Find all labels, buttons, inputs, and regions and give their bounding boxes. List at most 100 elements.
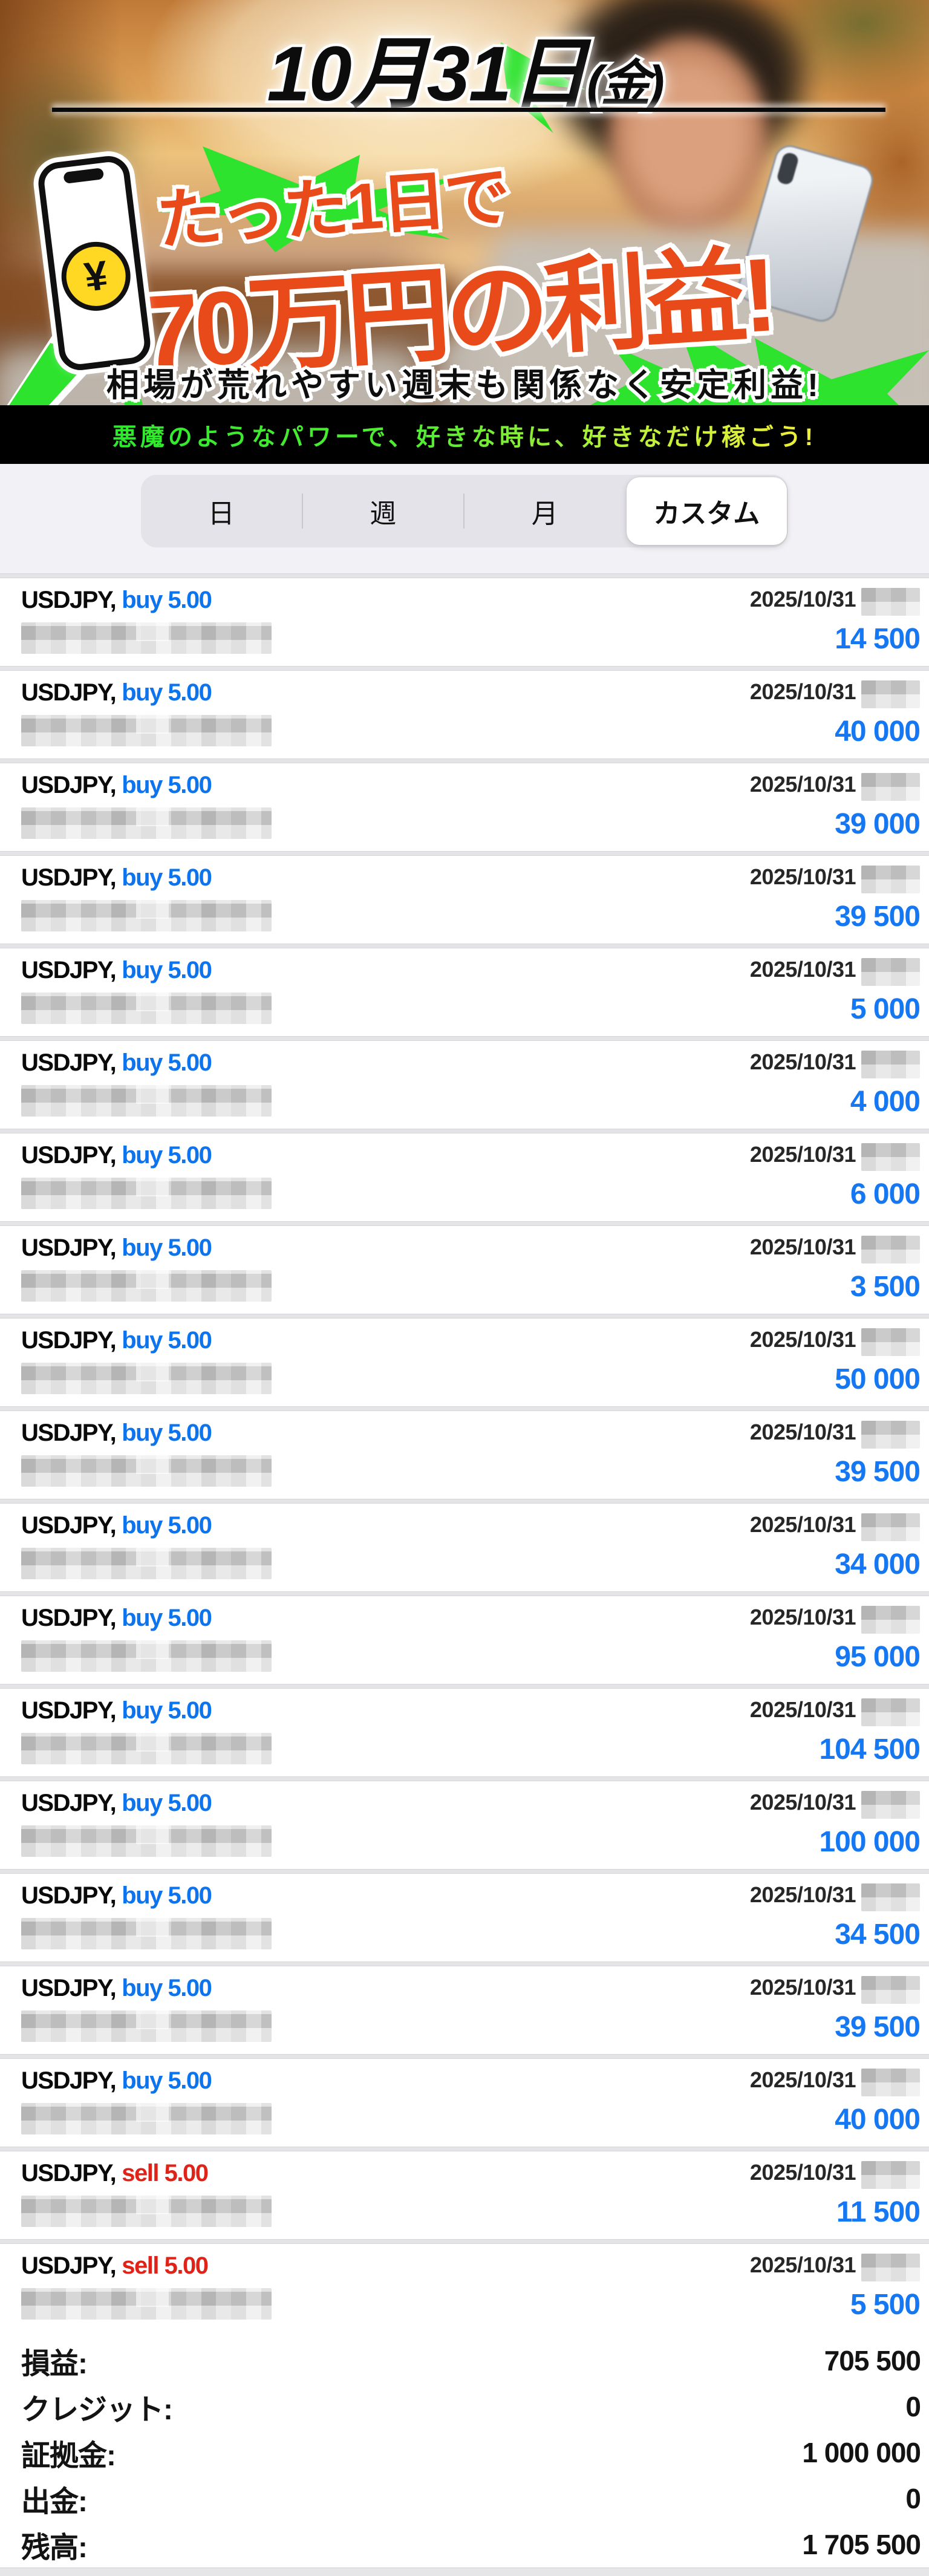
- trade-symbol: USDJPY,: [21, 1512, 117, 1539]
- row-separator: [0, 573, 929, 578]
- trade-symbol: USDJPY,: [21, 1697, 117, 1724]
- row-separator: [0, 1036, 929, 1041]
- table-row[interactable]: USDJPY, buy 5.00 2025/10/31 39 500: [0, 1966, 929, 2054]
- summary-label: クレジット:: [21, 2394, 173, 2426]
- table-row[interactable]: USDJPY, buy 5.00 2025/10/31 3 500: [0, 1226, 929, 1314]
- censored-time-mosaic: [861, 1328, 920, 1356]
- segment-divider: [301, 494, 303, 529]
- row-separator: [0, 2147, 929, 2151]
- censored-time-mosaic: [861, 1421, 920, 1449]
- trade-profit: 95 000: [835, 1641, 921, 1673]
- trade-close-date: 2025/10/31: [749, 1697, 856, 1722]
- table-row[interactable]: USDJPY, buy 5.00 2025/10/31 5 000: [0, 948, 929, 1036]
- censored-prices-mosaic: [21, 2103, 272, 2134]
- censored-prices-mosaic: [21, 1270, 272, 1302]
- trade-side-volume: buy 5.00: [122, 1512, 212, 1539]
- table-row[interactable]: USDJPY, buy 5.00 2025/10/31 39 000: [0, 763, 929, 851]
- trade-close-date: 2025/10/31: [749, 1142, 856, 1167]
- censored-time-mosaic: [861, 958, 920, 986]
- table-row[interactable]: USDJPY, buy 5.00 2025/10/31 6 000: [0, 1133, 929, 1221]
- trade-close-date: 2025/10/31: [749, 1605, 856, 1629]
- row-separator: [0, 1221, 929, 1226]
- trade-symbol: USDJPY,: [21, 1605, 117, 1631]
- table-row[interactable]: USDJPY, buy 5.00 2025/10/31 4 000: [0, 1041, 929, 1129]
- row-separator: [0, 758, 929, 763]
- table-row[interactable]: USDJPY, buy 5.00 2025/10/31 40 000: [0, 2059, 929, 2147]
- table-row[interactable]: USDJPY, sell 5.00 2025/10/31 5 500: [0, 2244, 929, 2332]
- date-heading: 10月31日(金): [264, 28, 668, 120]
- table-row[interactable]: USDJPY, buy 5.00 2025/10/31 14 500: [0, 578, 929, 666]
- censored-time-mosaic: [861, 2254, 920, 2281]
- table-row[interactable]: USDJPY, buy 5.00 2025/10/31 40 000: [0, 671, 929, 758]
- summary-value: 705 500: [824, 2345, 921, 2376]
- trade-symbol: USDJPY,: [21, 957, 117, 983]
- woman-face: [608, 36, 768, 236]
- censored-prices-mosaic: [21, 2288, 272, 2320]
- weekday-suffix: (金): [584, 54, 668, 114]
- trade-profit: 14 500: [835, 623, 921, 655]
- trade-close-date: 2025/10/31: [749, 679, 856, 704]
- summary-row-balance: 残高: 1 705 500: [0, 2522, 929, 2568]
- tab-week[interactable]: 週: [370, 499, 397, 529]
- censored-prices-mosaic: [21, 1918, 272, 1949]
- trade-symbol: USDJPY,: [21, 587, 117, 613]
- trade-side-volume: buy 5.00: [122, 1882, 212, 1909]
- censored-time-mosaic: [861, 1051, 920, 1078]
- censored-time-mosaic: [861, 866, 920, 893]
- table-row[interactable]: USDJPY, buy 5.00 2025/10/31 39 500: [0, 1411, 929, 1499]
- summary-label: 出金:: [21, 2486, 88, 2518]
- trade-profit: 34 000: [835, 1548, 921, 1580]
- censored-time-mosaic: [861, 1698, 920, 1726]
- promo-ticker-text: 悪魔のようなパワーで、好きな時に、好きなだけ稼ごう!: [112, 417, 817, 452]
- table-row[interactable]: USDJPY, buy 5.00 2025/10/31 100 000: [0, 1781, 929, 1869]
- trade-side-volume: buy 5.00: [122, 1605, 212, 1631]
- summary-label: 残高:: [21, 2532, 88, 2564]
- tab-month[interactable]: 月: [531, 499, 558, 529]
- tab-day[interactable]: 日: [207, 499, 235, 529]
- tab-custom[interactable]: カスタム: [626, 477, 787, 545]
- trade-symbol: USDJPY,: [21, 1975, 117, 2001]
- trade-side-volume: buy 5.00: [122, 957, 212, 983]
- promo-subtitle: 相場が荒れやすい週末も関係なく安定利益!: [104, 365, 823, 406]
- summary-row-deposit: 証拠金: 1 000 000: [0, 2430, 929, 2476]
- trade-side-volume: buy 5.00: [122, 587, 212, 613]
- trade-profit: 5 000: [850, 993, 921, 1025]
- trade-profit: 11 500: [836, 2196, 921, 2228]
- row-separator: [0, 1961, 929, 1966]
- censored-prices-mosaic: [21, 900, 272, 931]
- table-row[interactable]: USDJPY, buy 5.00 2025/10/31 39 500: [0, 856, 929, 944]
- trade-symbol: USDJPY,: [21, 2252, 117, 2279]
- trade-symbol: USDJPY,: [21, 2067, 117, 2094]
- row-separator: [0, 1499, 929, 1504]
- summary-row-profit: 損益: 705 500: [0, 2338, 929, 2384]
- censored-prices-mosaic: [21, 1085, 272, 1117]
- trade-symbol: USDJPY,: [21, 1420, 117, 1446]
- trade-close-date: 2025/10/31: [749, 1327, 856, 1352]
- table-row[interactable]: USDJPY, buy 5.00 2025/10/31 104 500: [0, 1689, 929, 1776]
- bottom-strip: [0, 2568, 929, 2576]
- trade-symbol: USDJPY,: [21, 1327, 117, 1354]
- table-row[interactable]: USDJPY, buy 5.00 2025/10/31 50 000: [0, 1319, 929, 1406]
- summary-row-credit: クレジット: 0: [0, 2384, 929, 2430]
- summary-value: 1 705 500: [802, 2529, 921, 2560]
- table-row[interactable]: USDJPY, sell 5.00 2025/10/31 11 500: [0, 2151, 929, 2239]
- promo-ticker-bar: 悪魔のようなパワーで、好きな時に、好きなだけ稼ごう!: [0, 405, 929, 464]
- table-row[interactable]: USDJPY, buy 5.00 2025/10/31 34 000: [0, 1504, 929, 1591]
- row-separator: [0, 1406, 929, 1411]
- trade-profit: 100 000: [819, 1826, 921, 1858]
- trade-profit: 39 500: [835, 1456, 921, 1488]
- censored-prices-mosaic: [21, 1178, 272, 1209]
- censored-time-mosaic: [861, 1883, 920, 1911]
- trade-symbol: USDJPY,: [21, 1234, 117, 1261]
- table-row[interactable]: USDJPY, buy 5.00 2025/10/31 34 500: [0, 1874, 929, 1961]
- table-row[interactable]: USDJPY, buy 5.00 2025/10/31 95 000: [0, 1596, 929, 1684]
- trade-profit: 39 000: [835, 808, 921, 840]
- censored-time-mosaic: [861, 2161, 920, 2189]
- censored-time-mosaic: [861, 1976, 920, 2004]
- trade-side-volume: buy 5.00: [122, 1234, 212, 1261]
- trade-side-volume: buy 5.00: [122, 1697, 212, 1724]
- trade-close-date: 2025/10/31: [749, 2160, 856, 2185]
- trade-close-date: 2025/10/31: [749, 772, 856, 797]
- censored-prices-mosaic: [21, 1733, 272, 1764]
- censored-time-mosaic: [861, 1236, 920, 1264]
